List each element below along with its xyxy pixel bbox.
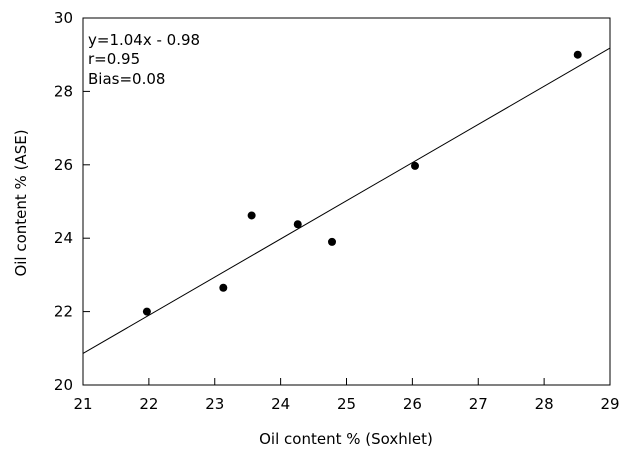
annotation-block: y=1.04x - 0.98 r=0.95 Bias=0.08 <box>88 31 200 88</box>
y-tick-label: 22 <box>54 303 73 321</box>
equation-annotation: y=1.04x - 0.98 <box>88 31 200 49</box>
bias-annotation: Bias=0.08 <box>88 70 165 88</box>
x-tick-label: 24 <box>271 395 290 413</box>
data-point <box>328 237 337 246</box>
y-tick-label: 26 <box>54 156 73 174</box>
y-axis-title: Oil content % (ASE) <box>12 129 30 276</box>
r-annotation: r=0.95 <box>88 50 140 68</box>
y-tick-label: 30 <box>54 9 73 27</box>
x-tick-label: 27 <box>469 395 488 413</box>
data-point <box>219 283 228 292</box>
regression-layer <box>82 47 611 354</box>
x-tick-label: 29 <box>600 395 619 413</box>
y-tick-label: 28 <box>54 82 73 100</box>
x-tick-label: 23 <box>205 395 224 413</box>
x-axis-title: Oil content % (Soxhlet) <box>259 430 433 448</box>
y-tick-label: 20 <box>54 376 73 394</box>
data-point <box>293 220 302 229</box>
x-tick-label: 28 <box>535 395 554 413</box>
x-tick-label: 21 <box>73 395 92 413</box>
axis-tick-labels: 21 22 23 24 25 26 27 28 29 20 22 24 26 28 30 <box>54 9 620 413</box>
data-point <box>247 211 256 220</box>
data-point <box>142 307 151 316</box>
data-point <box>411 161 420 170</box>
data-point <box>573 50 582 59</box>
axis-ticks <box>82 17 611 386</box>
x-tick-label: 25 <box>337 395 356 413</box>
x-tick-label: 26 <box>403 395 422 413</box>
regression-line <box>82 47 611 354</box>
y-tick-label: 24 <box>54 229 73 247</box>
x-tick-label: 22 <box>139 395 158 413</box>
data-points <box>142 50 582 316</box>
